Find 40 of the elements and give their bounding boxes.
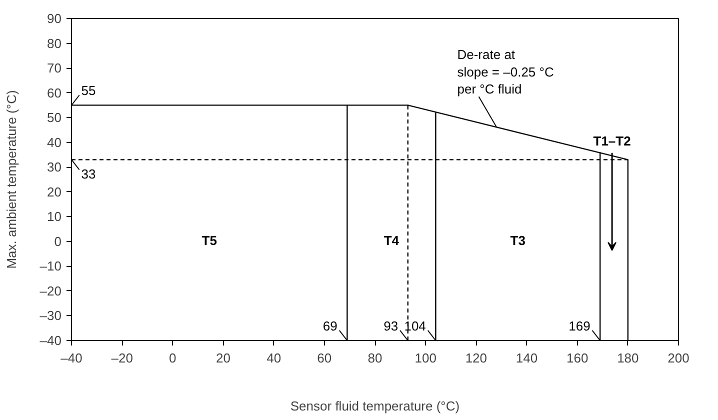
y-tick-label: 30 xyxy=(47,160,62,175)
x-tick-label: 140 xyxy=(516,350,538,366)
y-axis-title: Max. ambient temperature (°C) xyxy=(4,90,19,269)
annotation: T4 xyxy=(384,233,400,248)
x-tick-label: 160 xyxy=(566,350,588,366)
x-tick-label: 100 xyxy=(414,350,436,366)
annotation: T1–T2 xyxy=(593,133,631,148)
y-tick-label: 90 xyxy=(47,11,62,26)
x-tick-label: 200 xyxy=(668,350,690,366)
x-tick-label: –20 xyxy=(111,350,133,366)
x-tick-label: 40 xyxy=(266,350,282,366)
x-tick-label: 0 xyxy=(169,350,176,366)
y-tick-label: 0 xyxy=(54,234,62,249)
y-tick-label: 40 xyxy=(47,134,62,150)
x-tick-label: –40 xyxy=(60,350,82,366)
y-tick-label: –40 xyxy=(40,333,62,348)
y-tick-label: 70 xyxy=(47,60,62,76)
y-tick-label: –10 xyxy=(40,258,62,274)
annotation: 104 xyxy=(404,318,426,334)
y-tick-label: 50 xyxy=(47,110,62,126)
annotation: 169 xyxy=(568,318,590,334)
annotation: T3 xyxy=(510,233,526,248)
y-tick-label: 20 xyxy=(47,184,62,200)
x-tick-label: 80 xyxy=(368,350,382,366)
annotation: 69 xyxy=(322,318,338,334)
annotation: De-rate at slope = –0.25 °C per °C fluid xyxy=(457,47,554,97)
x-axis-title: Sensor fluid temperature (°C) xyxy=(290,398,460,414)
x-tick-label: 60 xyxy=(317,350,332,366)
y-tick-label: 80 xyxy=(47,36,62,51)
annotation: 55 xyxy=(81,83,96,98)
y-tick-label: –30 xyxy=(40,308,62,324)
y-tick-label: 60 xyxy=(47,85,62,100)
y-tick-label: 10 xyxy=(47,209,62,224)
x-tick-label: 180 xyxy=(617,350,639,366)
x-tick-label: 120 xyxy=(465,350,488,366)
x-tick-label: 20 xyxy=(216,350,230,366)
annotation: T5 xyxy=(202,233,217,248)
annotation: 93 xyxy=(384,318,398,334)
y-tick-label: –20 xyxy=(40,283,62,298)
annotation: 33 xyxy=(81,166,96,182)
